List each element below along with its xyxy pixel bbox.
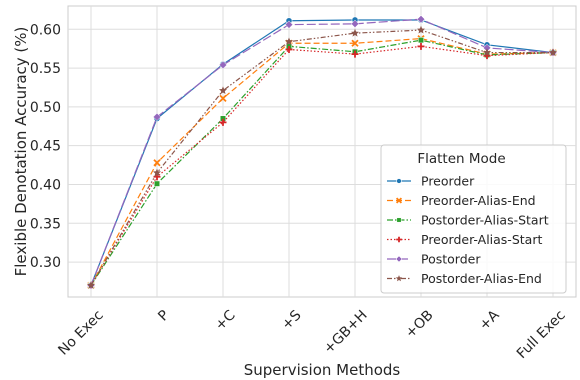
data-point — [218, 86, 228, 95]
data-point — [351, 50, 359, 58]
data-point — [396, 178, 402, 184]
data-point — [418, 37, 424, 44]
series-line — [90, 45, 554, 286]
legend-label: Postorder — [421, 252, 481, 267]
x-tick-label: +S — [279, 307, 305, 333]
legend-item: Postorder-Alias-End — [387, 271, 542, 286]
data-point — [396, 236, 402, 243]
data-point — [154, 180, 160, 187]
legend-item: Postorder-Alias-Start — [387, 213, 549, 228]
data-point — [219, 118, 227, 126]
data-point — [152, 112, 162, 122]
data-point — [219, 94, 227, 102]
y-tick-label: 0.35 — [30, 216, 61, 232]
legend-box — [380, 144, 567, 294]
series-line — [90, 29, 553, 286]
data-point — [416, 25, 426, 34]
data-point — [153, 159, 161, 167]
legend-label: Preorder-Alias-Start — [421, 232, 542, 247]
legend-item: Preorder-Alias-Start — [387, 232, 542, 247]
x-tick-label: P — [155, 307, 172, 324]
data-point — [548, 48, 558, 56]
series-layer — [86, 15, 558, 290]
data-point — [284, 20, 294, 29]
legend-item: Postorder — [387, 252, 481, 267]
x-tick-label: +GB+H — [321, 307, 371, 357]
data-point — [350, 19, 360, 28]
data-point — [395, 275, 403, 282]
legend-title: Flatten Mode — [417, 151, 505, 167]
x-tick-label: No Exec — [55, 307, 106, 358]
data-point — [482, 48, 492, 56]
series-line — [90, 18, 554, 286]
y-tick-label: 0.50 — [30, 100, 61, 116]
legend-items: Preorder Preorder-Alias-End Postorder-Alia… — [387, 174, 549, 286]
data-point — [350, 28, 360, 37]
legend-label: Preorder — [421, 174, 475, 189]
data-point — [218, 60, 228, 70]
data-point — [417, 42, 425, 50]
x-tick-label: +A — [476, 307, 503, 334]
y-tick-label: 0.40 — [30, 177, 61, 193]
data-point — [395, 255, 403, 263]
x-tick-label: Full Exec — [514, 307, 569, 362]
data-point — [395, 197, 403, 204]
legend-label: Postorder-Alias-End — [421, 271, 542, 286]
series-line — [90, 37, 554, 286]
x-tick-labels: No Exec P +C +S +GB+H +OB +A Full Exec — [55, 307, 568, 362]
legend-item: Preorder-Alias-End — [387, 193, 536, 208]
y-axis-title: Flexible Denotation Accuracy (%) — [12, 27, 30, 277]
data-point — [396, 217, 402, 223]
legend-label: Preorder-Alias-End — [421, 193, 536, 208]
series-line — [90, 19, 554, 286]
data-point — [285, 45, 293, 53]
x-tick-label: +C — [212, 307, 239, 334]
legend: Flatten Mode PreorderPreorder-Alias-EndP… — [380, 144, 567, 294]
data-point — [86, 281, 96, 289]
x-tick-label: +OB — [402, 307, 436, 341]
data-point — [284, 37, 294, 46]
y-tick-label: 0.30 — [30, 255, 61, 271]
data-point — [416, 15, 426, 24]
y-tick-labels: 0.30 0.35 0.40 0.45 0.50 0.55 0.60 — [30, 22, 61, 271]
data-point — [152, 168, 162, 177]
y-tick-label: 0.60 — [30, 22, 61, 38]
legend-label: Postorder-Alias-Start — [421, 213, 549, 228]
x-axis-title: Supervision Methods — [244, 361, 401, 379]
series-postorder-alias-end — [86, 25, 558, 289]
y-tick-label: 0.55 — [30, 61, 61, 77]
data-point — [351, 39, 359, 47]
y-tick-label: 0.45 — [30, 139, 61, 155]
legend-item: Preorder — [387, 174, 475, 189]
